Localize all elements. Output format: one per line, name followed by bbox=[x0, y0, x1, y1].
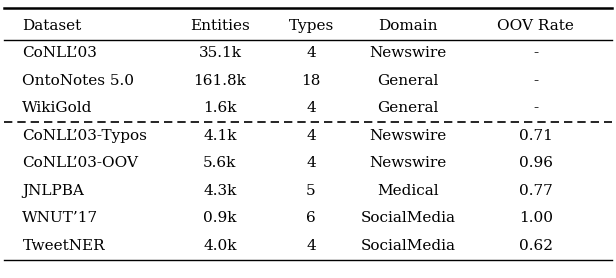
Text: JNLPBA: JNLPBA bbox=[22, 184, 84, 198]
Text: -: - bbox=[533, 46, 538, 60]
Text: 0.77: 0.77 bbox=[519, 184, 553, 198]
Text: 1.6k: 1.6k bbox=[203, 101, 237, 115]
Text: 4: 4 bbox=[306, 46, 316, 60]
Text: OntoNotes 5.0: OntoNotes 5.0 bbox=[22, 74, 134, 88]
Text: 4: 4 bbox=[306, 239, 316, 253]
Text: 4.1k: 4.1k bbox=[203, 129, 237, 143]
Text: 4: 4 bbox=[306, 129, 316, 143]
Text: 0.62: 0.62 bbox=[519, 239, 553, 253]
Text: Domain: Domain bbox=[378, 19, 438, 33]
Text: Medical: Medical bbox=[378, 184, 439, 198]
Text: 4.3k: 4.3k bbox=[203, 184, 237, 198]
Text: -: - bbox=[533, 74, 538, 88]
Text: 4.0k: 4.0k bbox=[203, 239, 237, 253]
Text: Dataset: Dataset bbox=[22, 19, 82, 33]
Text: Types: Types bbox=[288, 19, 334, 33]
Text: 1.00: 1.00 bbox=[519, 211, 553, 225]
Text: CoNLL’03-Typos: CoNLL’03-Typos bbox=[22, 129, 147, 143]
Text: Newswire: Newswire bbox=[370, 156, 447, 170]
Text: 18: 18 bbox=[301, 74, 321, 88]
Text: -: - bbox=[533, 101, 538, 115]
Text: 4: 4 bbox=[306, 101, 316, 115]
Text: WNUT’17: WNUT’17 bbox=[22, 211, 99, 225]
Text: 4: 4 bbox=[306, 156, 316, 170]
Text: 35.1k: 35.1k bbox=[198, 46, 241, 60]
Text: General: General bbox=[378, 101, 439, 115]
Text: CoNLL’03-OOV: CoNLL’03-OOV bbox=[22, 156, 139, 170]
Text: 0.96: 0.96 bbox=[519, 156, 553, 170]
Text: Newswire: Newswire bbox=[370, 129, 447, 143]
Text: SocialMedia: SocialMedia bbox=[361, 239, 456, 253]
Text: 161.8k: 161.8k bbox=[193, 74, 246, 88]
Text: WikiGold: WikiGold bbox=[22, 101, 93, 115]
Text: SocialMedia: SocialMedia bbox=[361, 211, 456, 225]
Text: TweetNER: TweetNER bbox=[22, 239, 105, 253]
Text: General: General bbox=[378, 74, 439, 88]
Text: 5: 5 bbox=[306, 184, 316, 198]
Text: Newswire: Newswire bbox=[370, 46, 447, 60]
Text: 0.71: 0.71 bbox=[519, 129, 553, 143]
Text: Entities: Entities bbox=[190, 19, 249, 33]
Text: 5.6k: 5.6k bbox=[203, 156, 237, 170]
Text: 6: 6 bbox=[306, 211, 316, 225]
Text: 0.9k: 0.9k bbox=[203, 211, 237, 225]
Text: OOV Rate: OOV Rate bbox=[498, 19, 574, 33]
Text: CoNLL’03: CoNLL’03 bbox=[22, 46, 97, 60]
